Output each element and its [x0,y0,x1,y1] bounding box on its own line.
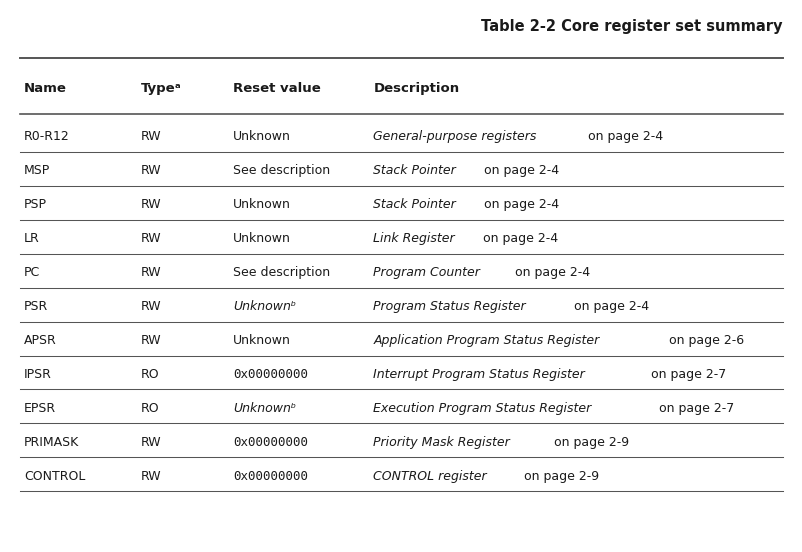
Text: Description: Description [373,82,459,95]
Text: Stack Pointer: Stack Pointer [373,198,456,211]
Text: Application Program Status Register: Application Program Status Register [373,334,599,347]
Text: Reset value: Reset value [233,82,320,95]
Text: CONTROL: CONTROL [24,470,85,483]
Text: Unknown: Unknown [233,334,290,347]
Text: Table 2-2 Core register set summary: Table 2-2 Core register set summary [481,19,782,34]
Text: Unknown: Unknown [233,198,290,211]
Text: Unknown: Unknown [233,232,290,245]
Text: on page 2-9: on page 2-9 [549,436,628,449]
Text: PSP: PSP [24,198,47,211]
Text: CONTROL register: CONTROL register [373,470,487,483]
Text: APSR: APSR [24,334,57,347]
Text: 0x00000000: 0x00000000 [233,436,307,449]
Text: on page 2-4: on page 2-4 [511,266,589,279]
Text: R0-R12: R0-R12 [24,130,70,144]
Text: RW: RW [140,164,161,177]
Text: RW: RW [140,436,161,449]
Text: PC: PC [24,266,40,279]
Text: RW: RW [140,232,161,245]
Text: Unknownᵇ: Unknownᵇ [233,300,296,313]
Text: on page 2-4: on page 2-4 [478,232,557,245]
Text: on page 2-4: on page 2-4 [569,300,649,313]
Text: PRIMASK: PRIMASK [24,436,79,449]
Text: on page 2-7: on page 2-7 [646,368,725,381]
Text: RO: RO [140,368,159,381]
Text: RW: RW [140,300,161,313]
Text: RO: RO [140,402,159,415]
Text: 0x00000000: 0x00000000 [233,368,307,381]
Text: IPSR: IPSR [24,368,52,381]
Text: on page 2-4: on page 2-4 [480,164,559,177]
Text: Interrupt Program Status Register: Interrupt Program Status Register [373,368,585,381]
Text: LR: LR [24,232,40,245]
Text: MSP: MSP [24,164,51,177]
Text: Typeᵃ: Typeᵃ [140,82,181,95]
Text: Program Counter: Program Counter [373,266,480,279]
Text: See description: See description [233,266,330,279]
Text: Stack Pointer: Stack Pointer [373,164,456,177]
Text: EPSR: EPSR [24,402,56,415]
Text: 0x00000000: 0x00000000 [233,470,307,483]
Text: on page 2-4: on page 2-4 [584,130,662,144]
Text: on page 2-9: on page 2-9 [520,470,598,483]
Text: on page 2-7: on page 2-7 [654,402,733,415]
Text: RW: RW [140,266,161,279]
Text: on page 2-4: on page 2-4 [480,198,559,211]
Text: Name: Name [24,82,67,95]
Text: Execution Program Status Register: Execution Program Status Register [373,402,591,415]
Text: Unknownᵇ: Unknownᵇ [233,402,296,415]
Text: RW: RW [140,130,161,144]
Text: on page 2-6: on page 2-6 [665,334,743,347]
Text: Link Register: Link Register [373,232,455,245]
Text: Program Status Register: Program Status Register [373,300,525,313]
Text: PSR: PSR [24,300,48,313]
Text: General-purpose registers: General-purpose registers [373,130,536,144]
Text: RW: RW [140,198,161,211]
Text: RW: RW [140,470,161,483]
Text: Unknown: Unknown [233,130,290,144]
Text: See description: See description [233,164,330,177]
Text: Priority Mask Register: Priority Mask Register [373,436,509,449]
Text: RW: RW [140,334,161,347]
